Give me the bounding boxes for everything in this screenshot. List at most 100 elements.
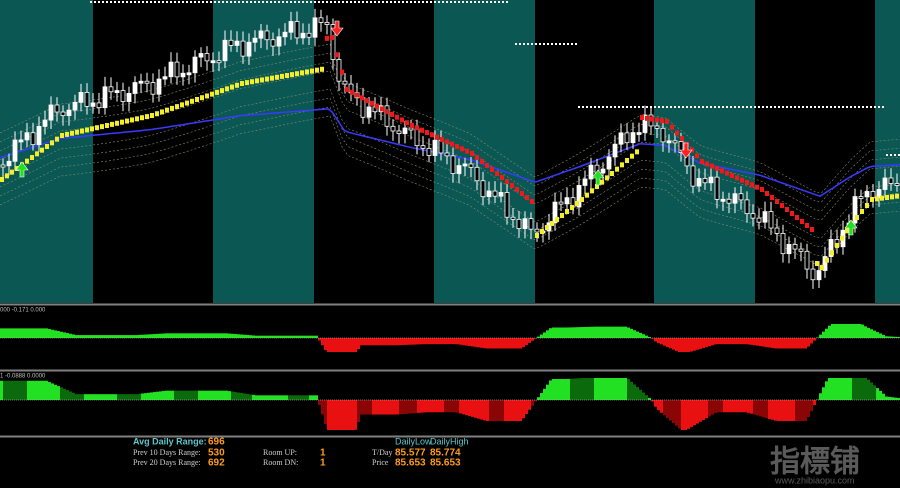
info-label: T/Day	[372, 448, 392, 457]
oscillator-bar	[243, 334, 246, 338]
oscillator-bar	[603, 326, 606, 338]
oscillator-bar	[414, 338, 417, 345]
histogram-bar	[351, 400, 354, 430]
histogram-bar	[348, 400, 351, 430]
trail-block	[430, 132, 434, 138]
oscillator-bar	[18, 328, 21, 338]
candle-body	[54, 104, 60, 113]
histogram-bar	[639, 389, 642, 400]
oscillator-bar	[189, 333, 192, 338]
trail-block	[455, 144, 459, 149]
oscillator-bar	[771, 338, 774, 348]
oscillator-bar	[705, 338, 708, 348]
candle-body	[228, 39, 234, 46]
oscillator-bar	[294, 335, 297, 338]
trail-block	[605, 175, 609, 181]
oscillator-bar	[39, 328, 42, 338]
oscillator-bar	[876, 332, 879, 338]
histogram-bar	[102, 394, 105, 400]
oscillator-bar	[711, 338, 714, 346]
oscillator-bar	[660, 338, 663, 345]
histogram-bar	[354, 400, 357, 430]
oscillator-bar	[702, 338, 705, 348]
histogram-bar	[441, 400, 444, 413]
candle-body	[894, 183, 900, 186]
oscillator-bar	[360, 338, 363, 346]
envelope	[0, 43, 900, 193]
oscillator-bar	[813, 338, 816, 341]
histogram-bar	[96, 394, 99, 400]
candle-body	[480, 180, 486, 198]
info-label: Price	[372, 458, 389, 467]
histogram-bar	[522, 400, 525, 419]
candle-body	[516, 218, 522, 229]
trail-block	[795, 215, 799, 220]
histogram-bar	[474, 400, 477, 418]
candle-body	[690, 165, 696, 187]
oscillator-bar	[741, 338, 744, 345]
candle-body	[780, 232, 786, 255]
oscillator-bar	[162, 333, 165, 338]
histogram-bar	[174, 390, 177, 400]
histogram-bar	[435, 400, 438, 413]
histogram-bar	[798, 400, 801, 421]
trail-block	[115, 120, 119, 126]
trail-block	[235, 82, 239, 88]
oscillator-bar	[399, 338, 402, 346]
oscillator-bar	[327, 338, 330, 352]
histogram-bar	[756, 400, 759, 416]
histogram-bar	[429, 400, 432, 413]
histogram-bar	[243, 393, 246, 400]
oscillator-bar	[648, 336, 651, 338]
candle-body	[888, 177, 894, 184]
oscillator-bar	[303, 335, 306, 338]
oscillator-bar	[837, 324, 840, 338]
trail-block	[680, 136, 684, 142]
histogram-bar	[492, 400, 495, 421]
histogram-bar	[162, 391, 165, 400]
oscillator-bar	[351, 338, 354, 352]
trail-block	[280, 73, 284, 79]
oscillator-bar	[393, 338, 396, 346]
oscillator-bar	[141, 334, 144, 338]
histogram-bar	[621, 378, 624, 400]
candle-body	[828, 239, 834, 257]
trail-block	[190, 98, 194, 104]
histogram-bar	[375, 400, 378, 415]
candle-body	[660, 127, 666, 143]
trail-block	[215, 89, 219, 95]
histogram-bar	[393, 400, 396, 415]
info-value: 85.653	[395, 458, 426, 469]
oscillator-bar	[69, 333, 72, 338]
histogram-bar	[285, 395, 288, 400]
trail-block	[780, 203, 784, 208]
trail-block	[300, 70, 304, 76]
histogram-bar	[495, 400, 498, 421]
oscillator-bar	[21, 328, 24, 338]
trail-block	[705, 161, 709, 167]
candle-body	[504, 192, 510, 218]
oscillator-bar	[363, 338, 366, 346]
histogram-bar	[813, 400, 816, 406]
histogram-bar	[654, 400, 657, 407]
trail-block	[370, 100, 374, 106]
trail-block	[770, 195, 774, 200]
oscillator-bar	[30, 328, 33, 338]
histogram-bar	[324, 400, 327, 425]
histogram-bar	[126, 394, 129, 400]
trail-block	[555, 217, 559, 222]
histogram-bar	[153, 392, 156, 400]
trail-block	[740, 177, 744, 183]
candle-body	[438, 139, 444, 154]
histogram-bar	[645, 395, 648, 400]
oscillator-bar	[72, 334, 75, 338]
histogram-bar	[225, 390, 228, 400]
trail-block	[720, 168, 724, 174]
histogram-bar	[231, 391, 234, 400]
oscillator-bar	[840, 324, 843, 338]
histogram-bar	[657, 400, 660, 411]
trail-block	[295, 71, 299, 77]
oscillator-bar	[297, 335, 300, 338]
trail-block	[730, 173, 734, 178]
candle-body	[252, 37, 258, 43]
